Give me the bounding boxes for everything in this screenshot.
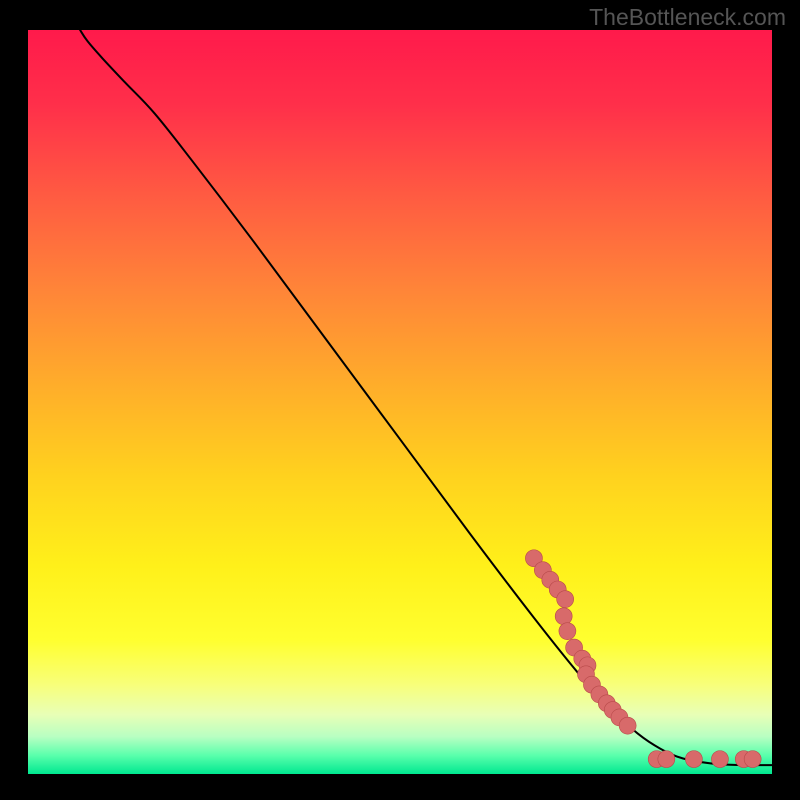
chart-svg [28,30,772,774]
chart-container: TheBottleneck.com [0,0,800,800]
watermark-text: TheBottleneck.com [589,4,786,31]
marker-point [557,591,574,608]
marker-point [555,608,572,625]
plot-area [28,30,772,774]
marker-point [619,717,636,734]
gradient-background [28,30,772,774]
marker-point [559,623,576,640]
marker-point [711,751,728,768]
marker-point [658,751,675,768]
marker-point [744,751,761,768]
marker-point [685,751,702,768]
